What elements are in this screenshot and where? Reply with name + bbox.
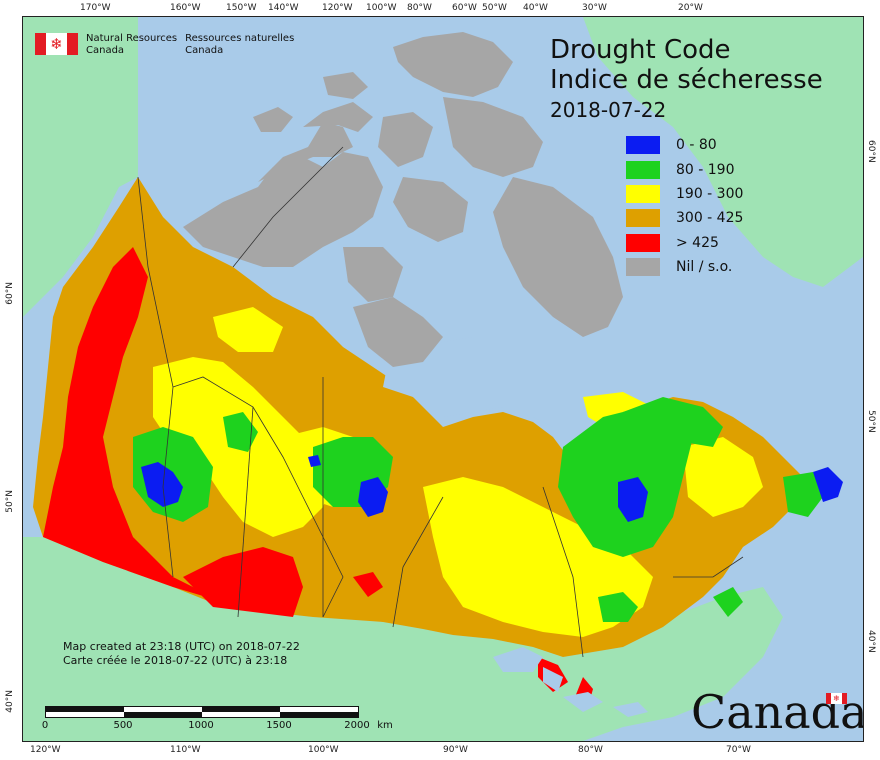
latitude-tick-50n-right: 50°N <box>866 410 876 433</box>
province-boundaries <box>137 146 744 658</box>
legend-item: 300 - 425 <box>626 206 743 230</box>
hudson-bay <box>383 337 553 427</box>
legend-label: 190 - 300 <box>676 185 744 202</box>
map-date: 2018-07-22 <box>550 98 667 122</box>
scale-label: 500 <box>113 720 133 731</box>
scale-label: 1500 <box>266 720 292 731</box>
map-frame: ❄ Natural Resources Canada Ressources na… <box>22 16 864 742</box>
longitude-tick-80w: 80°W <box>407 3 432 13</box>
legend-item: 0 - 80 <box>626 133 743 157</box>
longitude-tick-160w: 160°W <box>170 3 201 13</box>
legend: 0 - 80 80 - 190 190 - 300 300 - 425 > 42… <box>626 133 743 279</box>
longitude-tick-170w: 170°W <box>80 3 111 13</box>
legend-label: 300 - 425 <box>676 210 744 227</box>
longitude-tick-100w-bottom: 100°W <box>308 745 339 755</box>
agency-name-en: Natural Resources Canada <box>86 33 178 56</box>
nrcan-signature: ❄ Natural Resources Canada Ressources na… <box>35 33 294 57</box>
credit-fr: Carte créée le 2018-07-22 (UTC) à 23:18 <box>63 654 288 667</box>
longitude-tick-140w: 140°W <box>268 3 299 13</box>
longitude-tick-20w: 20°W <box>678 3 703 13</box>
longitude-tick-40w: 40°W <box>523 3 548 13</box>
longitude-tick-90w-bottom: 90°W <box>443 745 468 755</box>
title-en: Drought Code <box>550 35 731 65</box>
legend-label: 80 - 190 <box>676 161 735 178</box>
drought-code-map <box>23 17 863 741</box>
legend-item: Nil / s.o. <box>626 255 743 279</box>
legend-label: > 425 <box>676 234 719 251</box>
agency-name-fr: Ressources naturelles Canada <box>185 33 295 56</box>
longitude-tick-120w-bottom: 120°W <box>30 745 61 755</box>
legend-item: 80 - 190 <box>626 157 743 181</box>
longitude-tick-50w: 50°W <box>482 3 507 13</box>
legend-swatch <box>626 160 660 179</box>
canada-flag-icon: ❄ <box>35 33 78 55</box>
longitude-tick-60w: 60°W <box>452 3 477 13</box>
scale-label: 1000 <box>188 720 214 731</box>
legend-item: > 425 <box>626 231 743 255</box>
great-lakes <box>493 647 648 717</box>
legend-swatch <box>626 209 660 228</box>
legend-swatch <box>626 258 660 277</box>
longitude-tick-150w: 150°W <box>226 3 257 13</box>
blue-zones <box>141 455 843 522</box>
latitude-tick-50n-left: 50°N <box>5 490 15 513</box>
usa-land <box>23 537 783 741</box>
latitude-tick-40n-left: 40°N <box>5 690 15 713</box>
map-credits: Map created at 23:18 (UTC) on 2018-07-22… <box>63 640 300 668</box>
alaska-land <box>23 17 138 317</box>
legend-swatch <box>626 233 660 252</box>
longitude-tick-110w-bottom: 110°W <box>170 745 201 755</box>
scale-label: 0 <box>41 720 49 731</box>
map-title: Drought Code Indice de sécheresse 2018-0… <box>550 35 823 123</box>
longitude-tick-30w: 30°W <box>582 3 607 13</box>
longitude-tick-80w-bottom: 80°W <box>578 745 603 755</box>
greenland-land <box>583 17 863 287</box>
scale-label: 2000 <box>344 720 370 731</box>
longitude-tick-70w-bottom: 70°W <box>726 745 751 755</box>
latitude-tick-60n-left: 60°N <box>5 282 15 305</box>
latitude-tick-60n-right: 60°N <box>866 140 876 163</box>
legend-label: 0 - 80 <box>676 137 717 154</box>
longitude-tick-100w: 100°W <box>366 3 397 13</box>
arctic-archipelago <box>183 32 623 337</box>
legend-swatch <box>626 136 660 155</box>
wordmark-flag-icon: ❄ <box>826 693 847 704</box>
credit-en: Map created at 23:18 (UTC) on 2018-07-22 <box>63 640 300 653</box>
legend-swatch <box>626 184 660 203</box>
scale-unit: km <box>377 720 393 731</box>
title-fr: Indice de sécheresse <box>550 65 823 95</box>
legend-label: Nil / s.o. <box>676 259 733 276</box>
longitude-tick-120w: 120°W <box>322 3 353 13</box>
latitude-tick-40n-right: 40°N <box>866 630 876 653</box>
hudson-nil <box>353 297 443 367</box>
legend-item: 190 - 300 <box>626 182 743 206</box>
scale-bar: 0 500 1000 1500 2000 km <box>42 706 393 731</box>
